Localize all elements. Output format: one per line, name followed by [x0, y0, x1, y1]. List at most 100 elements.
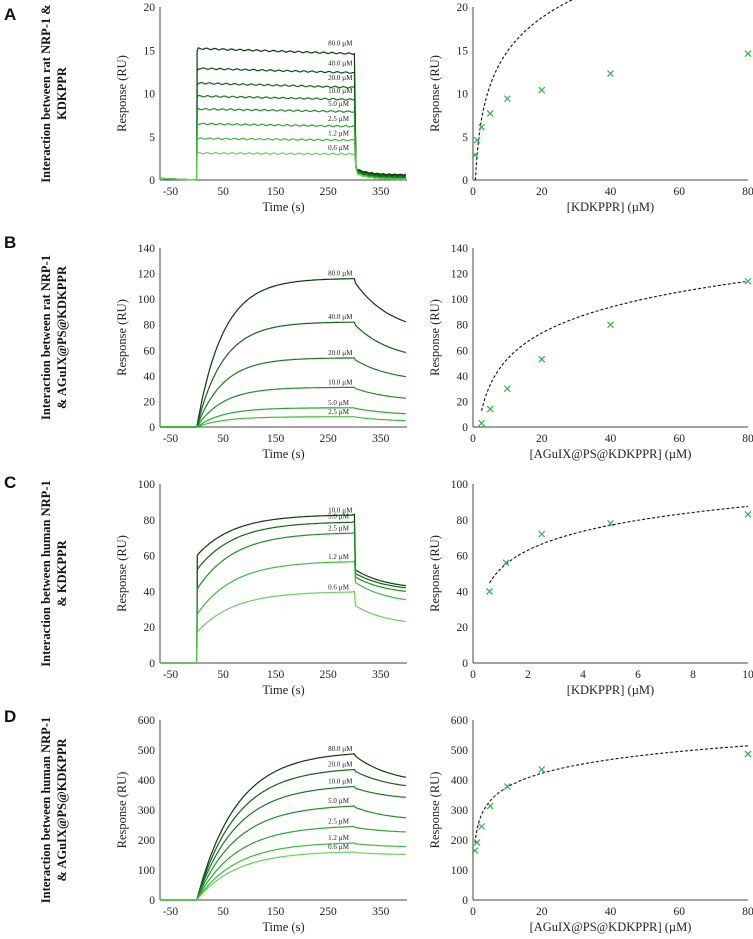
y-tick-label: 40	[144, 371, 156, 383]
data-point-marker	[607, 321, 614, 329]
data-point-marker	[538, 355, 546, 363]
y-tick-label: 500	[138, 745, 156, 757]
data-point-marker	[503, 385, 511, 393]
panel-letter: D	[4, 707, 16, 726]
y-tick-label: 20	[457, 396, 469, 408]
x-tick-label: 60	[674, 906, 686, 918]
y-tick-label: 60	[144, 345, 156, 357]
marker-stroke	[478, 123, 486, 131]
sensorgram-curve	[160, 520, 406, 664]
sensorgram-curve	[160, 805, 406, 901]
x-tick-label: 20	[536, 433, 548, 445]
y-tick-label: 100	[451, 865, 469, 877]
x-tick-label: 80	[742, 186, 753, 198]
y-tick-label: 0	[149, 658, 155, 670]
marker-stroke	[478, 823, 486, 830]
data-point-marker	[538, 530, 546, 538]
concentration-label: 20.0 µM	[328, 761, 353, 769]
concentration-label: 10.0 µM	[328, 87, 353, 95]
y-tick-label: 0	[462, 422, 468, 434]
data-point-marker	[478, 419, 486, 427]
sensorgram-curve	[160, 321, 407, 428]
concentration-label: 2.5 µM	[328, 115, 350, 123]
sensorgram-curve	[160, 386, 406, 428]
concentration-label: 1.2 µM	[328, 553, 350, 561]
data-point-marker	[502, 559, 510, 567]
x-tick-label: 80	[742, 433, 753, 445]
concentration-label: 20.0 µM	[328, 74, 353, 82]
x-tick-label: 20	[536, 906, 548, 918]
data-point-marker	[744, 511, 752, 518]
data-point-marker	[744, 50, 752, 58]
y-tick-label: 80	[144, 515, 156, 527]
sensorgram-curve	[159, 81, 407, 181]
x-tick-label: 0	[470, 186, 476, 198]
x-tick-label: 250	[320, 186, 338, 198]
marker-stroke	[744, 511, 752, 518]
data-point-marker	[486, 802, 494, 810]
sensorgram-curve	[160, 590, 406, 664]
x-axis-title: [KDKPPR] (µM)	[567, 200, 654, 214]
sensorgram-curve	[160, 785, 406, 901]
marker-stroke	[478, 419, 486, 427]
y-axis-title: Response (RU)	[428, 299, 442, 376]
sensorgram-curve	[160, 842, 406, 901]
x-tick-label: 60	[674, 433, 686, 445]
row-label-line: & AGuIX@PS@KDKPPR	[55, 738, 69, 882]
data-point-marker	[503, 783, 511, 791]
data-point-marker	[486, 405, 494, 413]
data-point-marker	[607, 70, 614, 78]
concentration-label: 80.0 µM	[328, 40, 353, 48]
concentration-label: 80.0 µM	[328, 270, 353, 278]
y-axis-title: Response (RU)	[115, 772, 129, 849]
marker-stroke	[473, 136, 481, 144]
panel-letter: B	[4, 233, 16, 252]
row-label-line: Interaction between rat NRP-1 &	[39, 4, 53, 182]
concentration-label: 80.0 µM	[328, 745, 353, 753]
y-axis-title: Response (RU)	[428, 772, 442, 849]
sensorgram-curve	[160, 851, 406, 901]
y-tick-label: 0	[462, 658, 468, 670]
x-axis-title: Time (s)	[262, 683, 304, 697]
sensorgram-curve	[160, 278, 407, 428]
y-tick-label: 15	[144, 45, 156, 57]
marker-stroke	[538, 355, 546, 363]
y-tick-label: 10	[144, 89, 156, 101]
concentration-label: 0.6 µM	[328, 583, 350, 591]
marker-stroke	[486, 109, 494, 117]
y-axis-title: Response (RU)	[428, 535, 442, 612]
sensorgram-curve	[160, 357, 406, 428]
y-tick-label: 300	[138, 805, 156, 817]
y-tick-label: 400	[451, 775, 469, 787]
concentration-label: 0.6 µM	[328, 144, 350, 152]
sensorgram-curve	[160, 531, 406, 664]
concentration-label: 40.0 µM	[328, 59, 353, 67]
y-tick-label: 0	[149, 895, 155, 907]
y-tick-label: 140	[451, 243, 469, 255]
y-tick-label: 20	[144, 396, 156, 408]
x-tick-label: 4	[580, 669, 586, 681]
row-label-line: Interaction between human NRP-1	[39, 480, 53, 666]
x-tick-label: 350	[372, 186, 390, 198]
concentration-label: 10.0 µM	[328, 378, 353, 386]
y-tick-label: 20	[144, 622, 156, 634]
x-axis-title: [KDKPPR] (µM)	[567, 683, 654, 697]
concentration-label: 10.0 µM	[328, 778, 353, 786]
x-tick-label: 0	[470, 906, 476, 918]
x-tick-label: 50	[217, 906, 229, 918]
y-tick-label: 100	[138, 865, 156, 877]
x-tick-label: 150	[267, 186, 285, 198]
x-tick-label: 2	[525, 669, 531, 681]
x-tick-label: -50	[163, 433, 179, 445]
data-point-marker	[478, 123, 486, 131]
x-axis-title: [AGuIX@PS@KDKPPR] (µM)	[530, 920, 692, 934]
sensorgram-curve	[160, 513, 406, 664]
concentration-label: 10.0 µM	[328, 506, 353, 514]
marker-stroke	[744, 277, 752, 285]
y-tick-label: 40	[457, 371, 469, 383]
marker-stroke	[607, 321, 614, 329]
D-right-chart: 0 100 200 300 400 500 600 0 20 40 60 80 [AGuIX@PS@KD…	[428, 715, 753, 934]
y-tick-label: 5	[462, 132, 468, 144]
y-tick-label: 60	[457, 551, 469, 563]
concentration-label: 20.0 µM	[328, 349, 353, 357]
